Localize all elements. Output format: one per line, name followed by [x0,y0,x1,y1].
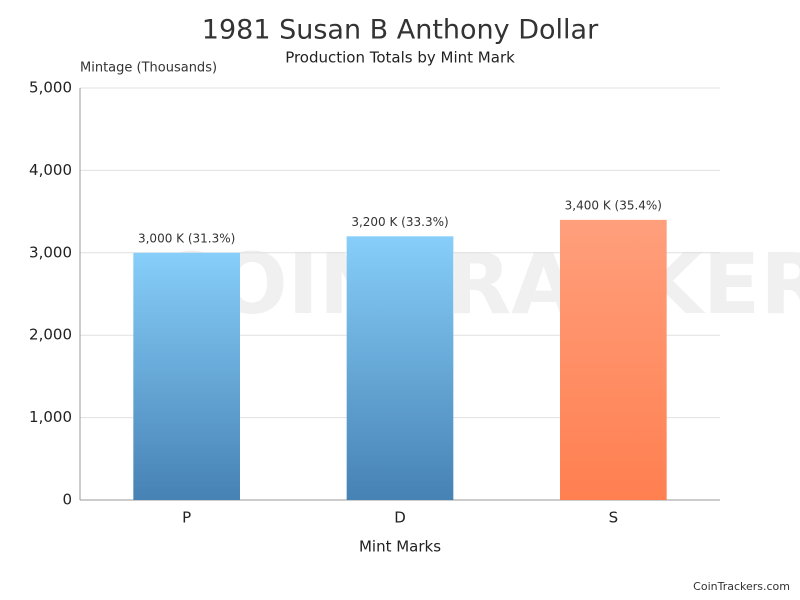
watermark: COINTRACKERS [155,235,800,333]
bar [560,219,667,500]
x-tick-label: P [182,509,191,527]
x-tick-label: D [394,509,406,527]
x-axis-title: Mint Marks [359,538,441,556]
y-axis-title: Mintage (Thousands) [80,61,217,76]
bar [133,252,240,500]
y-tick-label: 0 [62,491,72,509]
x-tick-label: S [609,509,619,527]
chart-title: 1981 Susan B Anthony Dollar [202,15,599,46]
y-tick-label: 1,000 [29,408,72,426]
y-tick-label: 5,000 [29,79,72,97]
y-tick-label: 2,000 [29,326,72,344]
y-tick-label: 4,000 [29,161,72,179]
y-tick-label: 3,000 [29,243,72,261]
chart-subtitle: Production Totals by Mint Mark [285,49,515,67]
credits: CoinTrackers.com [693,580,790,593]
bar [346,236,454,500]
data-label: 3,400 K (35.4%) [565,198,662,212]
data-label: 3,200 K (33.3%) [351,215,448,229]
data-label: 3,000 K (31.3%) [138,231,235,245]
